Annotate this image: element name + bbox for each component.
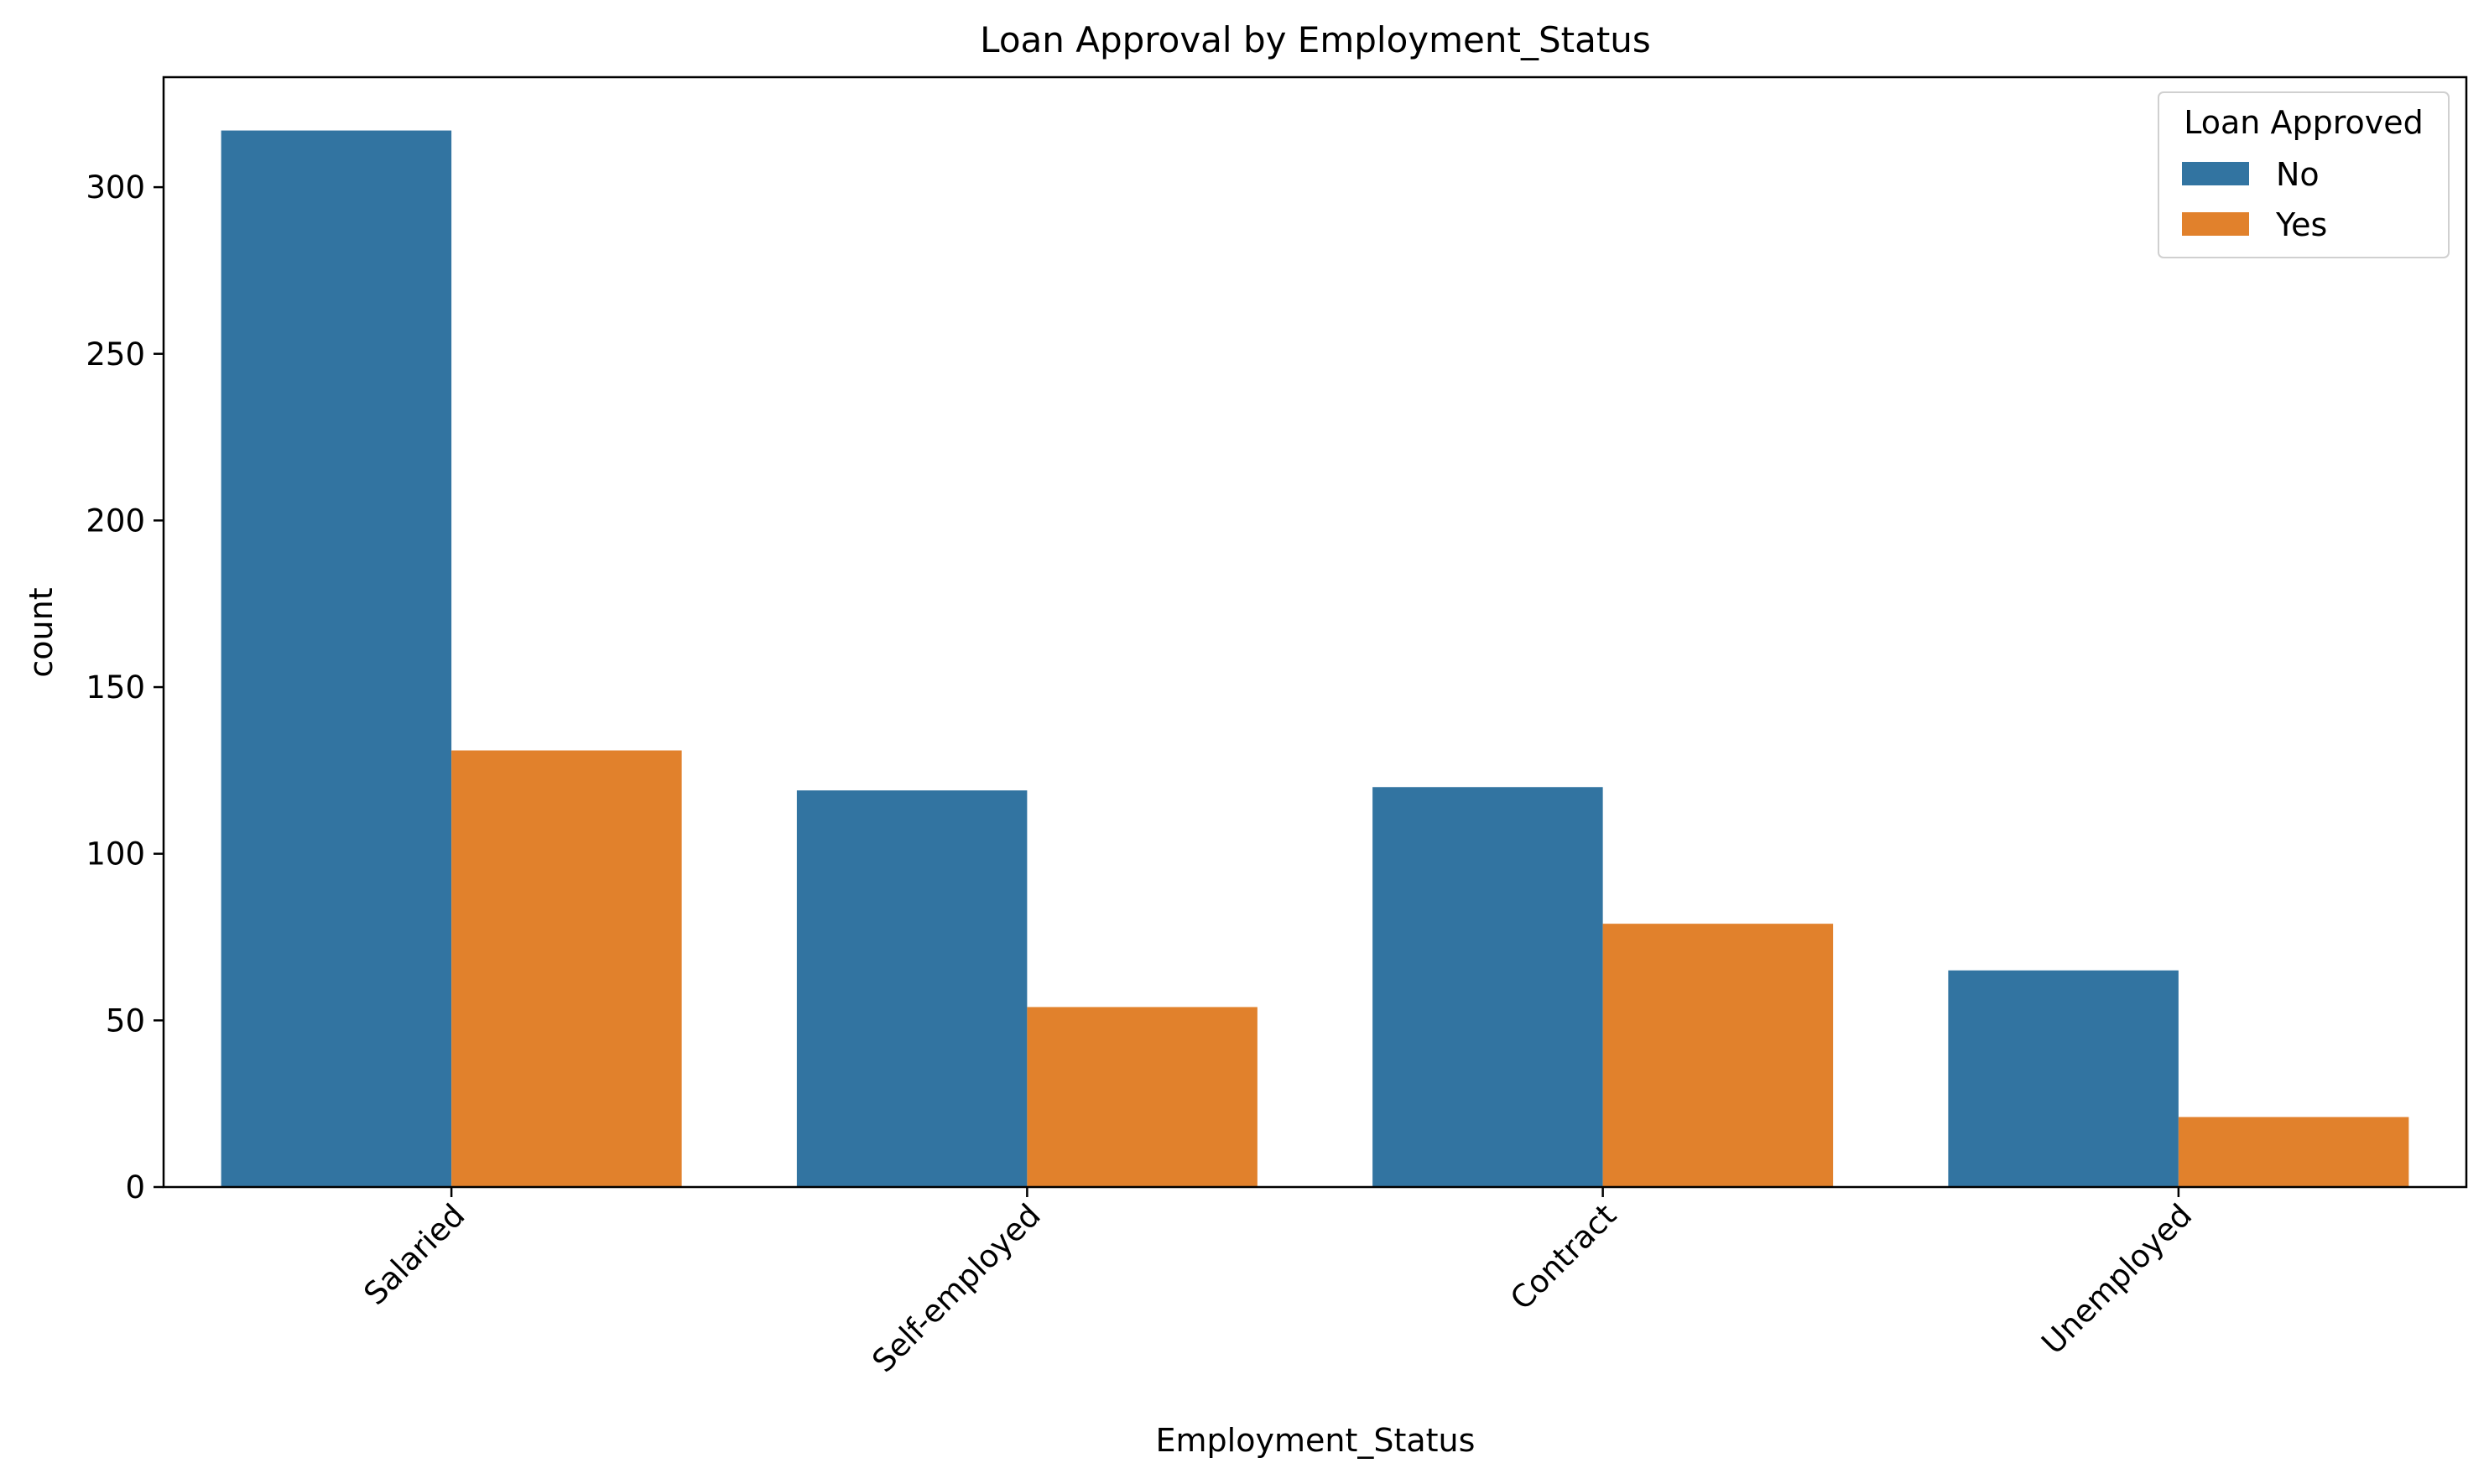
- legend: Loan Approved No Yes: [2158, 91, 2450, 258]
- y-tick-label: 100: [86, 836, 145, 872]
- y-tick-label: 50: [106, 1002, 145, 1039]
- y-tick-label: 0: [125, 1169, 145, 1205]
- bar-no-contract: [1372, 787, 1603, 1187]
- bars-group: [221, 130, 2409, 1187]
- legend-label-no: No: [2276, 156, 2320, 193]
- bar-no-self-employed: [796, 790, 1028, 1187]
- bar-yes-self-employed: [1027, 1007, 1258, 1187]
- legend-swatch-no: [2182, 162, 2249, 185]
- legend-swatch-yes: [2182, 212, 2249, 236]
- bar-no-salaried: [221, 130, 452, 1187]
- y-tick-label: 300: [86, 169, 145, 206]
- legend-label-yes: Yes: [2275, 206, 2327, 243]
- y-axis: 0 50 100 150 200 250 300: [86, 169, 164, 1205]
- legend-title: Loan Approved: [2184, 104, 2423, 141]
- bar-no-unemployed: [1948, 970, 2179, 1187]
- chart-title: Loan Approval by Employment_Status: [980, 19, 1651, 60]
- bar-yes-salaried: [451, 750, 682, 1187]
- bar-yes-unemployed: [2178, 1117, 2409, 1187]
- bar-yes-contract: [1602, 924, 1834, 1187]
- y-tick-label: 250: [86, 336, 145, 372]
- y-tick-label: 150: [86, 669, 145, 706]
- y-tick-label: 200: [86, 502, 145, 539]
- plot-frame: [162, 76, 2468, 1189]
- y-axis-label: count: [23, 587, 60, 677]
- x-axis-label: Employment_Status: [1156, 1422, 1476, 1459]
